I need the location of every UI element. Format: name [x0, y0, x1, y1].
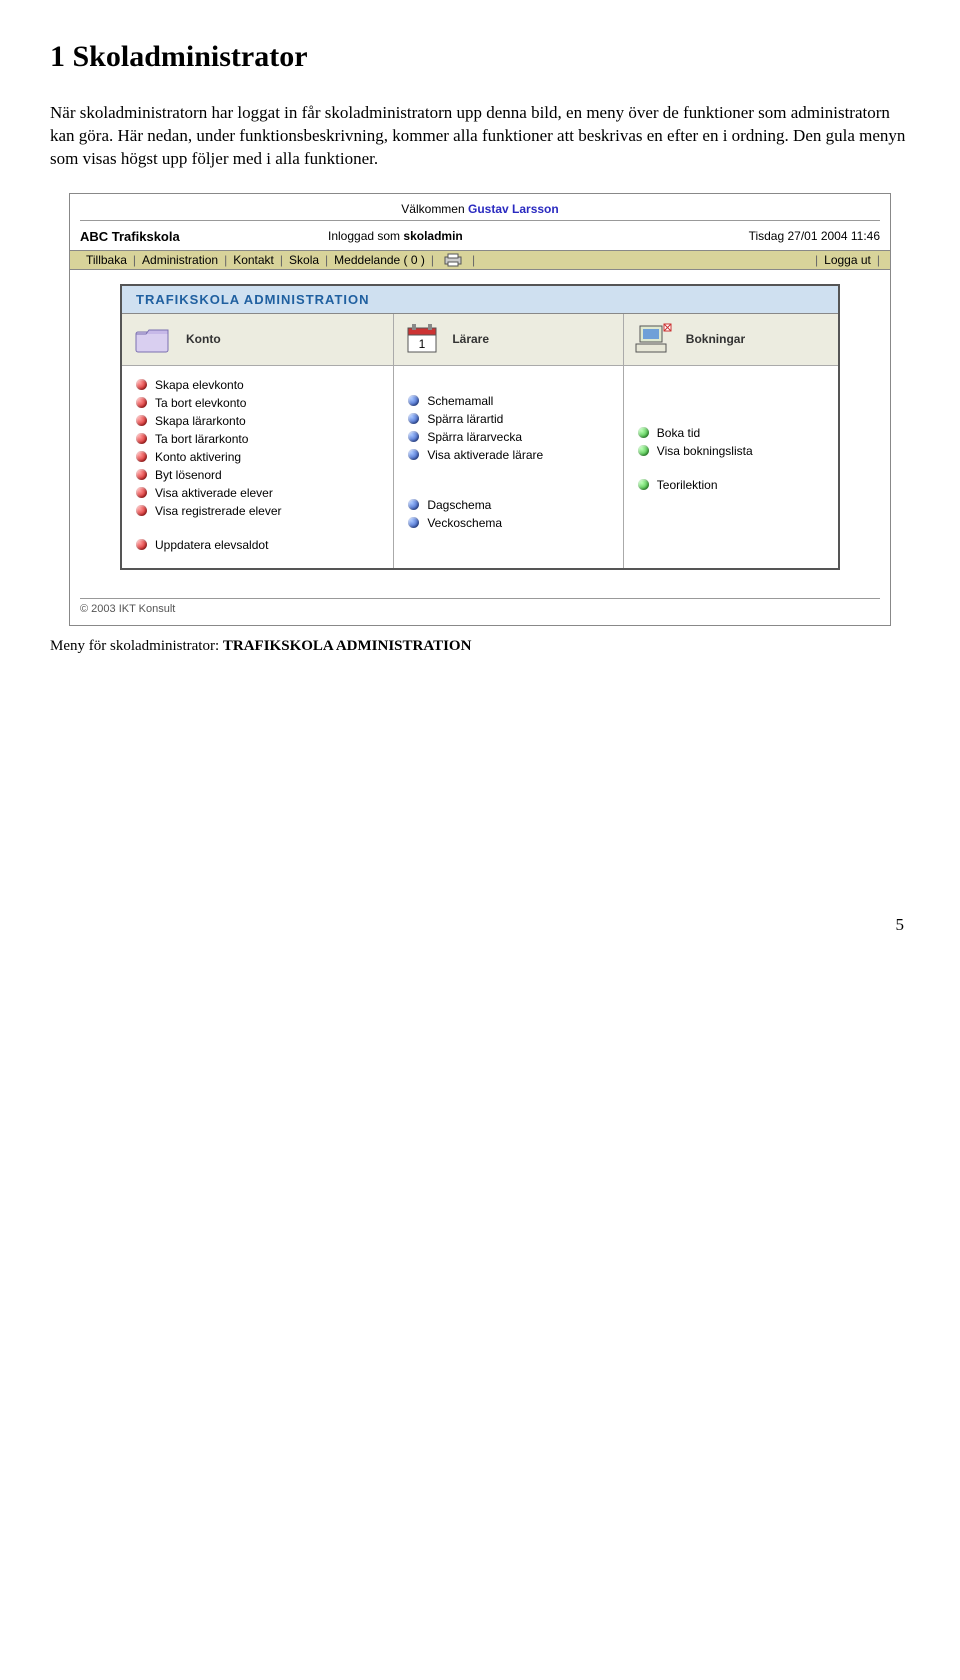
- bullet-icon: [638, 445, 649, 456]
- col-larare-header: 1 Lärare: [394, 314, 622, 366]
- bullet-icon: [408, 449, 419, 460]
- divider: [80, 220, 880, 221]
- bullet-icon: [408, 517, 419, 528]
- svg-text:1: 1: [419, 337, 426, 351]
- welcome-username: Gustav Larsson: [468, 202, 559, 216]
- menu-administration[interactable]: Administration: [136, 253, 224, 267]
- larare-list: Schemamall Spärra lärartid Spärra lärarv…: [408, 376, 612, 532]
- calendar-icon: 1: [404, 322, 440, 356]
- menu-skola[interactable]: Skola: [283, 253, 325, 267]
- list-item[interactable]: Skapa elevkonto: [136, 376, 383, 394]
- list-item[interactable]: Visa aktiverade lärare: [408, 446, 612, 464]
- col-larare: 1 Lärare Schemamall Spärra lärartid Spär…: [394, 314, 623, 568]
- menu-bar: Tillbaka| Administration| Kontakt| Skola…: [70, 250, 890, 270]
- welcome-line: Välkommen Gustav Larsson: [70, 194, 890, 220]
- list-item[interactable]: Uppdatera elevsaldot: [136, 536, 383, 554]
- school-name: ABC Trafikskola: [80, 229, 328, 244]
- admin-columns: Konto Skapa elevkonto Ta bort elevkonto …: [122, 314, 838, 568]
- col-bokningar-header: Bokningar: [624, 314, 838, 366]
- list-item[interactable]: Spärra lärarvecka: [408, 428, 612, 446]
- login-role: skoladmin: [403, 229, 462, 243]
- bullet-icon: [136, 505, 147, 516]
- admin-panel: TRAFIKSKOLA ADMINISTRATION Konto Skapa e…: [120, 284, 840, 570]
- bullet-icon: [136, 469, 147, 480]
- bullet-icon: [638, 479, 649, 490]
- col-konto: Konto Skapa elevkonto Ta bort elevkonto …: [122, 314, 394, 568]
- bullet-icon: [136, 451, 147, 462]
- bullet-icon: [136, 379, 147, 390]
- col-konto-header: Konto: [122, 314, 393, 366]
- list-item[interactable]: Visa aktiverade elever: [136, 484, 383, 502]
- list-item[interactable]: Ta bort elevkonto: [136, 394, 383, 412]
- bullet-icon: [408, 431, 419, 442]
- figure-caption: Meny för skoladministrator: TRAFIKSKOLA …: [50, 638, 910, 655]
- login-prefix: Inloggad som: [328, 229, 403, 243]
- list-item[interactable]: Boka tid: [638, 424, 828, 442]
- menu-meddelande[interactable]: Meddelande ( 0 ): [328, 253, 431, 267]
- list-item[interactable]: Dagschema: [408, 496, 612, 514]
- list-item[interactable]: Ta bort lärarkonto: [136, 430, 383, 448]
- bullet-icon: [408, 413, 419, 424]
- menu-kontakt[interactable]: Kontakt: [227, 253, 280, 267]
- login-as: Inloggad som skoladmin: [328, 229, 640, 244]
- login-row: ABC Trafikskola Inloggad som skoladmin T…: [70, 227, 890, 250]
- bullet-icon: [638, 427, 649, 438]
- list-item[interactable]: Visa bokningslista: [638, 442, 828, 460]
- folder-icon: [132, 322, 174, 356]
- content-area: TRAFIKSKOLA ADMINISTRATION Konto Skapa e…: [70, 270, 890, 580]
- admin-panel-title: TRAFIKSKOLA ADMINISTRATION: [122, 286, 838, 314]
- page-heading: 1 Skoladministrator: [50, 40, 910, 74]
- bullet-icon: [136, 397, 147, 408]
- bullet-icon: [136, 539, 147, 550]
- printer-icon[interactable]: [438, 253, 468, 267]
- menu-tillbaka[interactable]: Tillbaka: [80, 253, 133, 267]
- list-item[interactable]: Skapa lärarkonto: [136, 412, 383, 430]
- list-item[interactable]: Byt lösenord: [136, 466, 383, 484]
- caption-bold: TRAFIKSKOLA ADMINISTRATION: [223, 638, 472, 654]
- col-bokningar-title: Bokningar: [686, 332, 745, 346]
- bullet-icon: [136, 433, 147, 444]
- menu-logga-ut[interactable]: Logga ut: [818, 253, 877, 267]
- col-konto-title: Konto: [186, 332, 221, 346]
- list-item[interactable]: Visa registrerade elever: [136, 502, 383, 520]
- page-number: 5: [50, 915, 910, 935]
- copyright: © 2003 IKT Konsult: [70, 603, 890, 625]
- caption-prefix: Meny för skoladministrator:: [50, 638, 223, 654]
- intro-paragraph: När skoladministratorn har loggat in får…: [50, 102, 910, 171]
- col-larare-title: Lärare: [452, 332, 489, 346]
- bullet-icon: [408, 395, 419, 406]
- bullet-icon: [136, 487, 147, 498]
- list-item[interactable]: Spärra lärartid: [408, 410, 612, 428]
- footer-divider: [80, 598, 880, 599]
- computer-icon: [634, 322, 674, 356]
- konto-list: Skapa elevkonto Ta bort elevkonto Skapa …: [136, 376, 383, 554]
- col-bokningar: Bokningar Boka tid Visa bokningslista Te…: [624, 314, 838, 568]
- bokningar-list: Boka tid Visa bokningslista Teorilektion: [638, 376, 828, 494]
- list-item[interactable]: Veckoschema: [408, 514, 612, 532]
- bullet-icon: [136, 415, 147, 426]
- app-frame: Välkommen Gustav Larsson ABC Trafikskola…: [69, 193, 891, 626]
- list-item[interactable]: Konto aktivering: [136, 448, 383, 466]
- bullet-icon: [408, 499, 419, 510]
- welcome-prefix: Välkommen: [401, 202, 468, 216]
- datetime: Tisdag 27/01 2004 11:46: [640, 229, 880, 244]
- list-item[interactable]: Teorilektion: [638, 476, 828, 494]
- list-item[interactable]: Schemamall: [408, 392, 612, 410]
